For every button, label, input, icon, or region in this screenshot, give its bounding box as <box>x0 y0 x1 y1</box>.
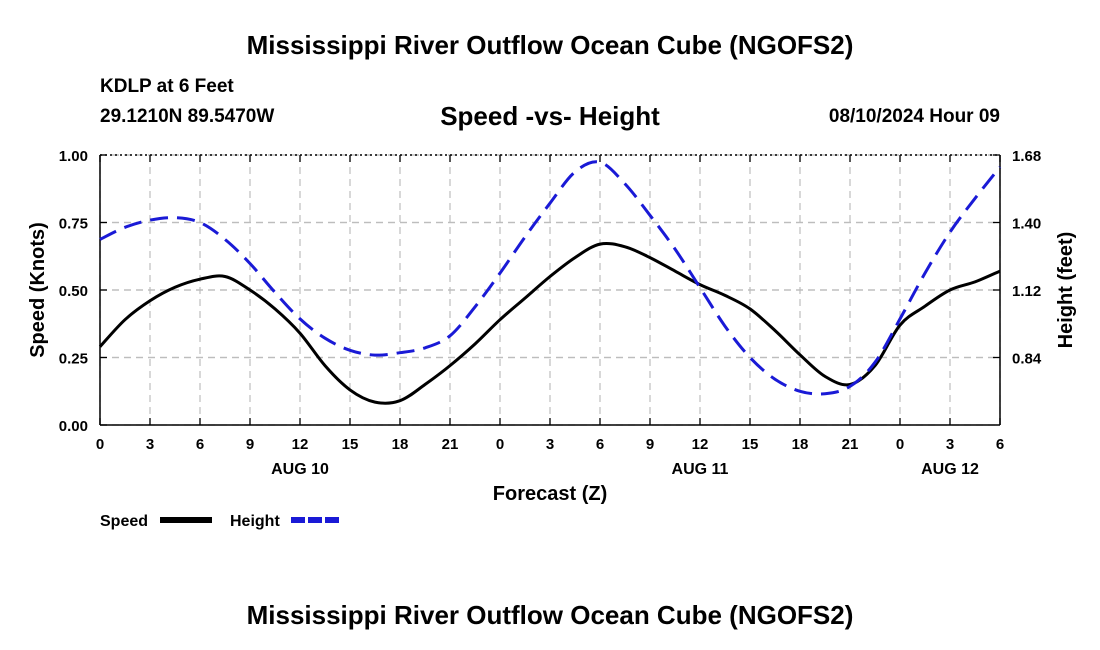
x-tick-label: 12 <box>292 436 309 453</box>
x-tick-label: 6 <box>596 436 604 453</box>
x-tick-label: 0 <box>96 436 104 453</box>
x-tick-label: 3 <box>946 436 954 453</box>
x-tick-label: 21 <box>842 436 859 453</box>
legend-speed-label: Speed <box>100 513 148 530</box>
date-label: AUG 11 <box>672 461 729 478</box>
legend-height-label: Height <box>230 513 280 530</box>
main-title: Mississippi River Outflow Ocean Cube (NG… <box>246 30 854 60</box>
x-tick-label: 0 <box>496 436 504 453</box>
x-tick-label: 18 <box>392 436 409 453</box>
y-tick-label: 0.75 <box>59 216 88 233</box>
coordinates-label: 29.1210N 89.5470W <box>100 106 275 127</box>
x-tick-label: 12 <box>692 436 709 453</box>
y-tick-label: 1.00 <box>59 148 88 165</box>
y-tick-label: 0.50 <box>59 283 88 300</box>
x-tick-label: 3 <box>146 436 154 453</box>
station-label: KDLP at 6 Feet <box>100 76 234 97</box>
x-axis-title: Forecast (Z) <box>493 483 607 505</box>
forecast-datetime: 08/10/2024 Hour 09 <box>828 106 1000 127</box>
y-tick-label: 0.25 <box>59 351 88 368</box>
footer-title: Mississippi River Outflow Ocean Cube (NG… <box>246 600 854 630</box>
series-speed-line <box>98 241 1001 405</box>
x-tick-label: 9 <box>646 436 654 453</box>
date-label: AUG 10 <box>271 461 329 478</box>
series-height-line <box>99 160 1002 396</box>
x-tick-label: 3 <box>546 436 554 453</box>
x-tick-label: 9 <box>246 436 254 453</box>
y-tick-label: 0.00 <box>59 418 88 435</box>
x-tick-label: 15 <box>342 436 359 453</box>
x-tick-label: 0 <box>896 436 904 453</box>
y2-tick-label: 1.40 <box>1012 216 1041 233</box>
x-tick-label: 6 <box>996 436 1004 453</box>
x-tick-label: 15 <box>742 436 759 453</box>
chart-subtitle: Speed -vs- Height <box>440 101 660 131</box>
y2-tick-label: 1.12 <box>1012 283 1041 300</box>
x-tick-label: 18 <box>792 436 809 453</box>
x-tick-label: 21 <box>442 436 459 453</box>
date-label: AUG 12 <box>921 461 979 478</box>
y2-tick-label: 1.68 <box>1012 148 1041 165</box>
y2-axis-title: Height (feet) <box>1055 232 1077 349</box>
y2-tick-label: 0.84 <box>1012 351 1042 368</box>
x-tick-label: 6 <box>196 436 204 453</box>
y-axis-title: Speed (Knots) <box>27 222 49 358</box>
